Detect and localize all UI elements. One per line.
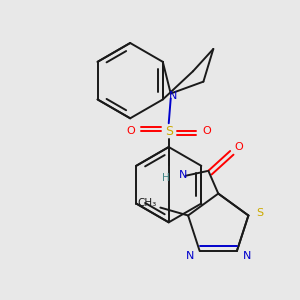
Text: H: H (162, 173, 169, 183)
Text: O: O (202, 126, 211, 136)
Text: N: N (178, 170, 187, 180)
Text: S: S (257, 208, 264, 218)
Text: O: O (127, 126, 136, 136)
Text: N: N (185, 251, 194, 261)
Text: S: S (165, 125, 173, 138)
Text: O: O (235, 142, 244, 152)
Text: N: N (169, 91, 177, 100)
Text: CH₃: CH₃ (137, 198, 156, 208)
Text: N: N (243, 251, 251, 261)
